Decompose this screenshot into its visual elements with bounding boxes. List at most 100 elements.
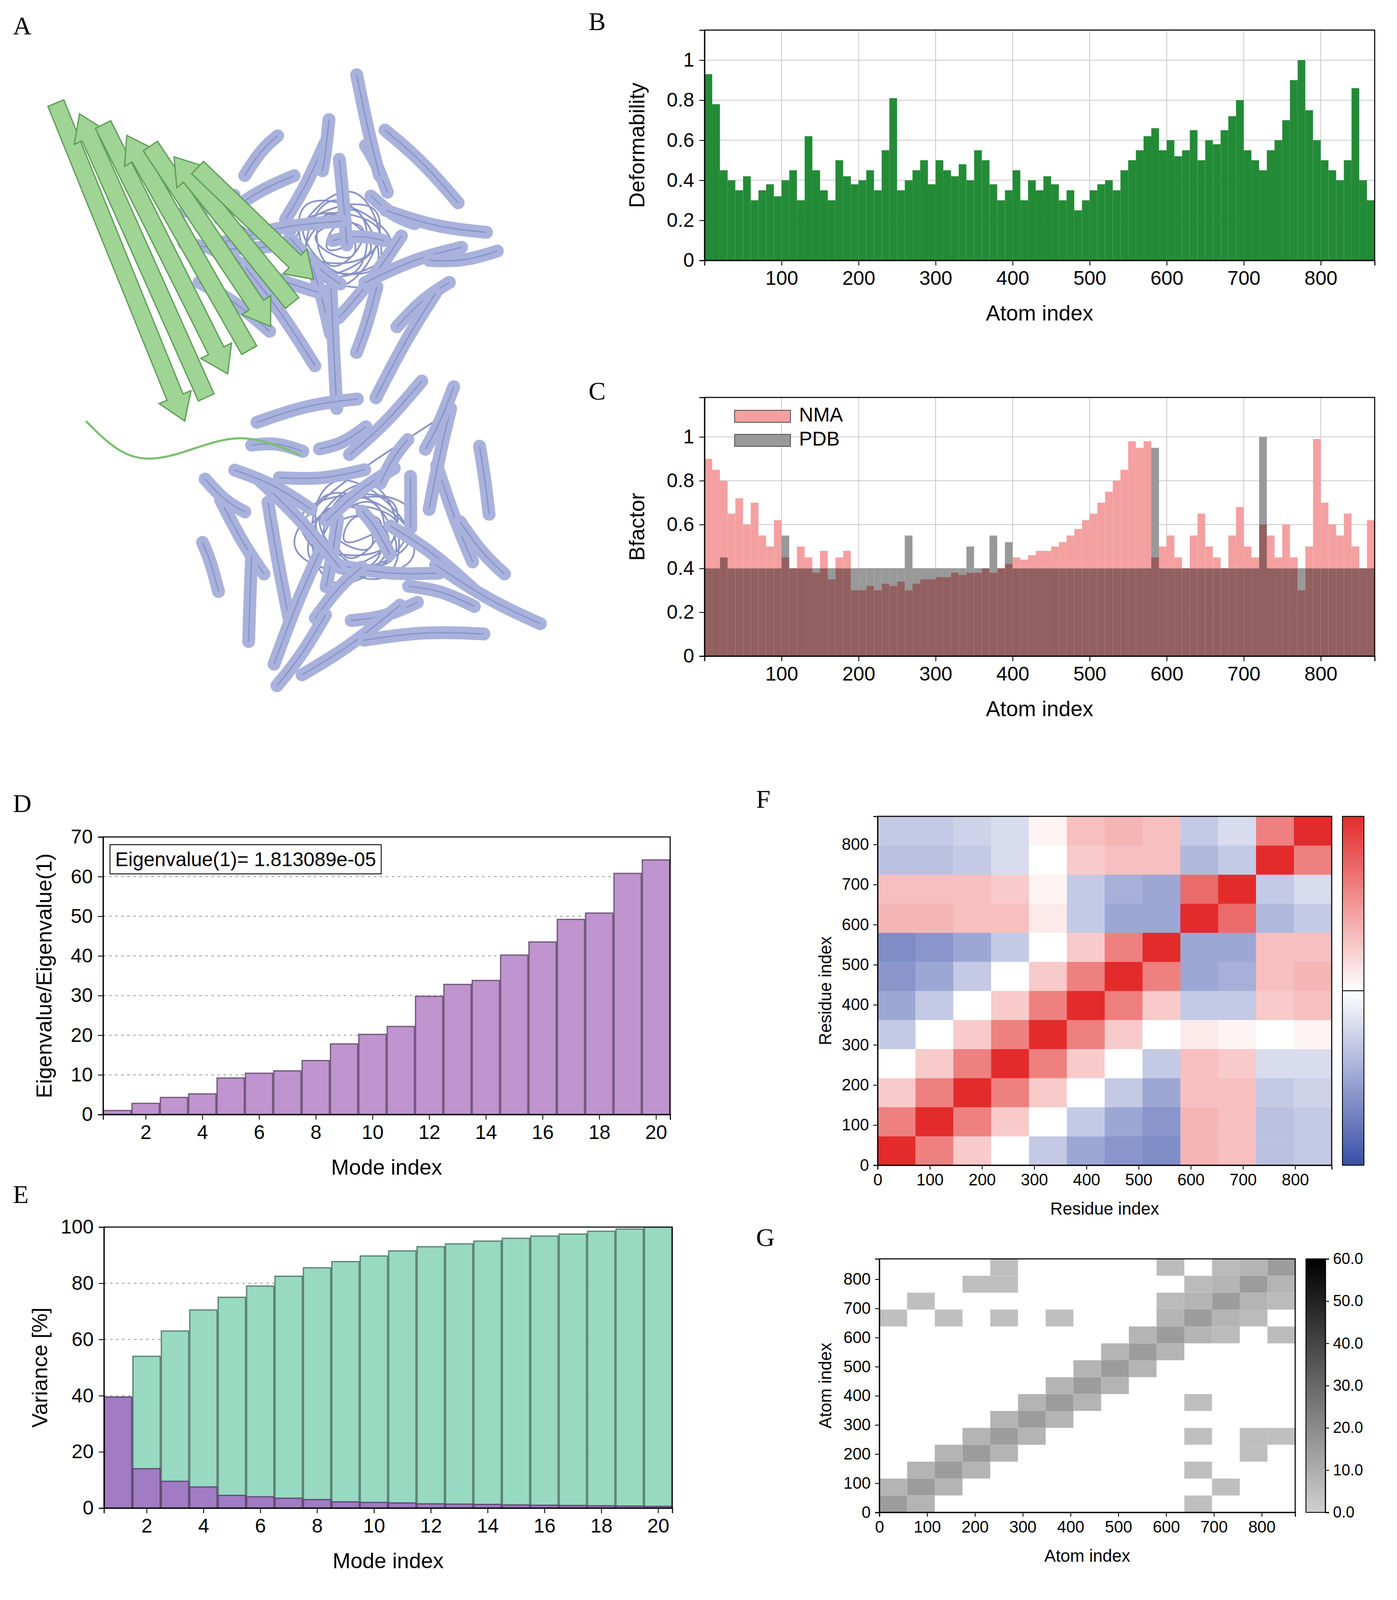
bar: [773, 196, 782, 261]
heat-cell: [1028, 1107, 1068, 1137]
tick: 2: [141, 1507, 153, 1537]
heat-cell: [1256, 990, 1295, 1020]
bar: [796, 546, 805, 656]
bar: [301, 1060, 330, 1115]
ribbon: [277, 614, 326, 686]
bar: [873, 568, 882, 656]
bar: [132, 1356, 161, 1508]
heat-cell: [877, 903, 916, 933]
tick-label: 500: [1104, 1517, 1132, 1536]
bar: [1074, 528, 1083, 656]
bar: [735, 498, 744, 656]
heat-cell: [1104, 1107, 1144, 1137]
heat-cell: [1104, 903, 1144, 933]
axis-line: [1325, 1259, 1330, 1513]
heat-cell: [1066, 932, 1105, 962]
bar: [1051, 546, 1059, 656]
bar: [246, 1496, 275, 1508]
axis-title: Atom index: [985, 301, 1094, 326]
tick: 4: [198, 1507, 210, 1537]
grid-line: [704, 99, 1375, 101]
network-cell: [1045, 1309, 1074, 1327]
bar: [789, 568, 797, 656]
heat-cell: [1218, 816, 1257, 846]
bar: [1020, 200, 1028, 261]
network-cell: [1128, 1343, 1157, 1361]
heat-cell: [953, 1077, 992, 1108]
bar: [1235, 100, 1244, 261]
bar: [1251, 160, 1260, 261]
ribbon-edge: [384, 130, 458, 203]
heat-cell: [953, 845, 992, 875]
heat-cell: [1142, 990, 1181, 1020]
bar: [1359, 180, 1367, 261]
tick-label: 300: [841, 1035, 870, 1054]
tick-mark: [858, 655, 860, 662]
tick: 100: [916, 1165, 944, 1189]
network-cell: [1211, 1478, 1240, 1495]
network-cell: [907, 1292, 936, 1310]
ribbon-edge: [385, 210, 487, 232]
bar: [966, 572, 975, 656]
tick: 400: [841, 995, 878, 1014]
bar: [943, 576, 952, 656]
bar: [727, 513, 736, 656]
heat-cell: [1104, 1048, 1144, 1078]
tick-mark: [259, 1507, 261, 1513]
bar: [132, 1468, 161, 1508]
tick: 300: [843, 1415, 880, 1434]
bar: [1143, 441, 1152, 656]
tick-mark: [1034, 1165, 1035, 1170]
bar: [1004, 542, 1013, 656]
tick-mark: [1325, 1300, 1330, 1302]
bar: [1174, 156, 1183, 261]
tick-label: 6: [253, 1120, 266, 1144]
tick-label: 30: [70, 983, 93, 1007]
bar: [1228, 535, 1236, 656]
heat-cell: [1028, 845, 1068, 875]
heat-cell: [877, 932, 916, 962]
tick-label: 0.4: [666, 556, 695, 580]
annotation-box: [109, 844, 382, 874]
series: [104, 1397, 672, 1508]
marks: [704, 60, 1375, 261]
network-cell: [1211, 1258, 1240, 1276]
bar: [1197, 513, 1206, 656]
heat-cell: [991, 903, 1030, 933]
bar: [1104, 491, 1113, 656]
tick: 100: [913, 1512, 941, 1536]
tick: 60: [71, 1327, 104, 1351]
axis: 0100200300400500600700800: [841, 816, 879, 1175]
network-cell: [990, 1427, 1019, 1445]
bar: [1074, 210, 1083, 261]
heat-cell: [1066, 961, 1105, 991]
heat-cell: [1142, 816, 1181, 846]
bar: [1189, 130, 1198, 261]
heat-cell: [1180, 1107, 1219, 1137]
tick: 18: [588, 1114, 611, 1144]
heat-cell: [1104, 845, 1144, 875]
bar: [958, 164, 967, 261]
axis-line: [103, 1114, 671, 1120]
tick-label: 500: [1073, 662, 1107, 685]
bar: [727, 180, 736, 261]
tick-mark: [1261, 1512, 1263, 1517]
tick-mark: [873, 1124, 878, 1126]
tick-label: 0: [860, 1156, 870, 1175]
bar: [1135, 447, 1144, 656]
bar: [735, 190, 744, 261]
bar: [1343, 513, 1352, 656]
bar: [1313, 140, 1321, 261]
legend-label: NMA: [799, 403, 844, 426]
tick-mark: [1325, 1427, 1330, 1429]
bar: [927, 184, 936, 261]
network-cell: [990, 1410, 1019, 1428]
tick-label: 500: [843, 1357, 871, 1376]
bar: [704, 74, 713, 261]
bar: [873, 590, 882, 656]
network-cell: [934, 1444, 963, 1462]
tick-label: 100: [913, 1517, 941, 1536]
ribbon: [339, 159, 348, 245]
bar: [189, 1486, 218, 1508]
network-cell: [1045, 1410, 1074, 1428]
